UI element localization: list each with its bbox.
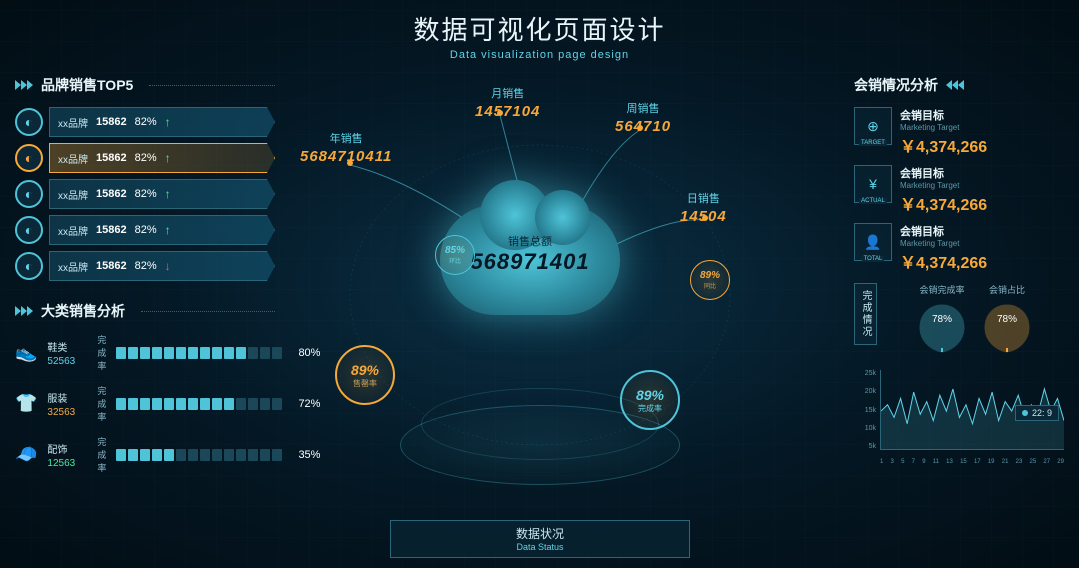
brand-icon: ◐ [15,216,43,244]
drop-gauge: 78% [982,300,1032,355]
chart-tooltip: 22: 9 [1015,405,1059,421]
page-subtitle: Data visualization page design [0,49,1079,61]
brand-top5-title: 品牌销售TOP5 [41,75,133,95]
trend-icon: ↑ [165,223,171,237]
brand-row[interactable]: ◐ xx品牌 15862 82% ↑ data presentation [15,215,275,245]
progress-bar [116,347,282,359]
gauge: 会销占比 78% [982,283,1032,355]
metric-row: ¥ACTUAL 会销目标Marketing Target￥4,374,266 [854,165,1064,215]
chevron-icon [15,80,33,90]
footer-status: 数据状况 Data Status [390,520,690,558]
brand-row[interactable]: ◐ xx品牌 15862 82% ↑ data presentation [15,143,275,173]
center-visualization: 年销售5684710411 月销售1457104 周销售564710 日销售14504… [280,75,800,495]
drop-gauge: 78% [917,300,967,355]
chevron-icon [946,80,964,90]
metric-icon: ⊕TARGET [854,107,892,145]
progress-bar [116,398,282,410]
brand-row[interactable]: ◐ xx品牌 15862 82% ↓ data presentation [15,251,275,281]
trend-icon: ↑ [165,115,171,129]
platform-ring [400,405,680,485]
category-icon: 🧢 [15,443,37,467]
brand-row[interactable]: ◐ xx品牌 15862 82% ↑ data presentation [15,179,275,209]
chevron-icon [15,306,33,316]
left-panel: 品牌销售TOP5 ◐ xx品牌 15862 82% ↑ data present… [15,75,275,486]
category-row: 👟 鞋类52563 完成率 80% [15,333,275,372]
category-title: 大类销售分析 [41,301,125,321]
trend-icon: ↑ [165,187,171,201]
metric-row: ⊕TARGET 会销目标Marketing Target￥4,374,266 [854,107,1064,157]
ring-badge: 89%同比 [690,260,730,300]
orbit-metric: 日销售14504 [680,190,727,225]
cloud-total: 销售总额 568971401 [440,205,640,345]
ring-badge: 85%环比 [435,235,475,275]
metric-icon: ¥ACTUAL [854,165,892,203]
line-chart: 25k20k15k10k5k 1357911131517192123252729… [854,370,1064,475]
brand-bar: xx品牌 15862 82% ↑ data presentation [49,179,275,209]
category-icon: 👕 [15,392,37,416]
gauge: 会销完成率 78% [917,283,967,355]
metric-icon: 👤TOTAL [854,223,892,261]
brand-icon: ◐ [15,108,43,136]
progress-bar [116,449,282,461]
orbit-metric: 月销售1457104 [475,85,540,120]
category-row: 🧢 配饰12563 完成率 35% [15,435,275,474]
ring-badge: 89%售罄率 [335,345,395,405]
metric-row: 👤TOTAL 会销目标Marketing Target￥4,374,266 [854,223,1064,273]
orbit-metric: 周销售564710 [615,100,671,135]
brand-bar: xx品牌 15862 82% ↑ data presentation [49,215,275,245]
brand-icon: ◐ [15,144,43,172]
brand-bar: xx品牌 15862 82% ↑ data presentation [49,107,275,137]
category-icon: 👟 [15,341,37,365]
brand-icon: ◐ [15,252,43,280]
completion-label: 完成情况 [854,283,877,345]
right-title: 会销情况分析 [854,75,938,95]
trend-icon: ↑ [165,151,171,165]
brand-icon: ◐ [15,180,43,208]
page-title: 数据可视化页面设计 [0,10,1079,47]
brand-bar: xx品牌 15862 82% ↑ data presentation [49,143,275,173]
brand-row[interactable]: ◐ xx品牌 15862 82% ↑ data presentation [15,107,275,137]
trend-icon: ↓ [165,259,171,273]
brand-bar: xx品牌 15862 82% ↓ data presentation [49,251,275,281]
right-panel: 会销情况分析 ⊕TARGET 会销目标Marketing Target￥4,37… [854,75,1064,475]
orbit-metric: 年销售5684710411 [300,130,392,165]
category-row: 👕 服装32563 完成率 72% [15,384,275,423]
